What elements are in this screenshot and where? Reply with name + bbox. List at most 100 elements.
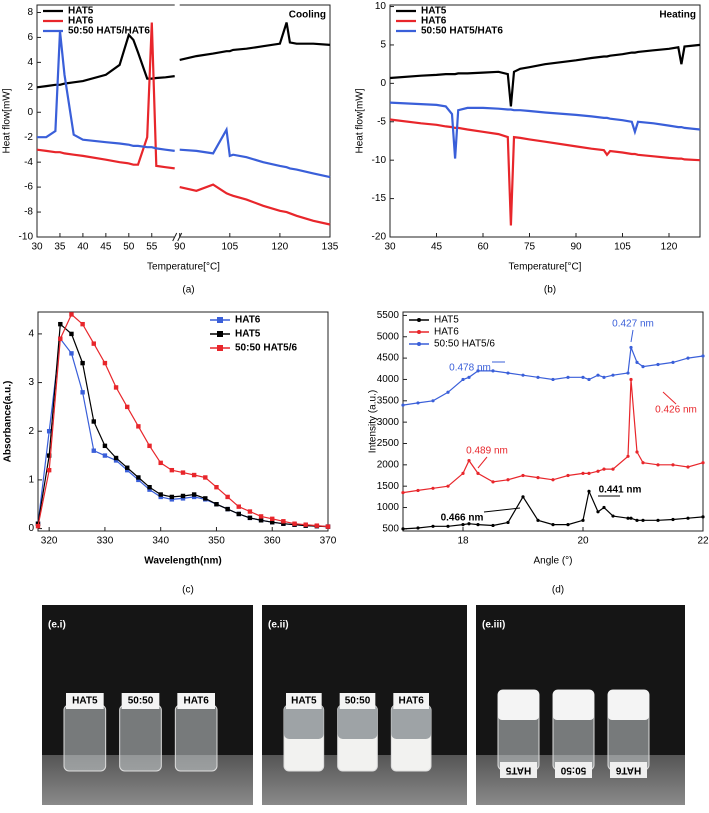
plot-frame	[37, 311, 329, 532]
x-tick-label: 30	[31, 242, 43, 253]
annotation-arrow	[477, 456, 488, 469]
peak-annotation: 0.478 nm	[449, 363, 491, 374]
panel-label: (b)	[544, 285, 556, 296]
series-line	[179, 126, 331, 179]
series-line	[402, 347, 704, 406]
series-line	[402, 379, 704, 494]
y-tick-label: 3000	[377, 417, 400, 428]
legend-marker	[217, 317, 223, 323]
vial	[63, 704, 107, 772]
x-tick-label: 370	[320, 536, 337, 547]
legend-label: HAT6	[235, 315, 261, 326]
y-tick-label: -15	[372, 193, 387, 204]
vial-label: 50:50	[128, 696, 154, 707]
data-marker	[401, 490, 405, 495]
y-tick-label: 1500	[377, 481, 400, 492]
y-tick-label: 4	[28, 329, 34, 340]
legend-label: HAT5	[434, 315, 459, 326]
data-marker	[69, 312, 74, 317]
vial-cap	[610, 762, 647, 778]
data-marker	[281, 519, 286, 524]
x-tick-label: 45	[431, 242, 443, 253]
y-tick-label: 2000	[377, 459, 400, 470]
data-marker	[461, 522, 465, 527]
data-marker	[180, 493, 186, 499]
vial-label: 50:50	[560, 764, 586, 775]
legend-label: HAT5	[421, 6, 447, 17]
panel-annotation: Cooling	[289, 10, 326, 21]
y-axis-label: Intensity (a.u.)	[368, 390, 379, 453]
data-marker	[80, 321, 85, 327]
annotation-arrow	[630, 329, 634, 343]
y-tick-label: 2	[27, 82, 33, 93]
vial-upper	[391, 705, 431, 739]
panel-annotation: Heating	[659, 10, 696, 21]
data-marker	[314, 523, 320, 528]
data-marker	[551, 377, 555, 382]
y-tick-label: -10	[372, 155, 387, 166]
photo-label: (e.i)	[48, 620, 66, 631]
data-marker	[169, 494, 175, 500]
y-axis-label: Absorbance(a.u.)	[3, 381, 14, 463]
data-marker	[236, 511, 241, 517]
data-marker	[671, 463, 675, 467]
data-marker	[596, 373, 600, 377]
data-marker	[236, 504, 241, 509]
data-marker	[446, 390, 450, 394]
data-marker	[476, 471, 480, 475]
data-marker	[431, 486, 435, 490]
data-marker	[467, 458, 471, 463]
y-tick-label: 3500	[377, 395, 400, 406]
x-tick-label: 350	[208, 536, 225, 547]
data-marker	[596, 510, 600, 514]
data-marker	[671, 517, 675, 522]
data-marker	[136, 477, 141, 483]
data-marker	[701, 515, 705, 519]
data-marker	[635, 360, 639, 364]
peak-annotation: 0.426 nm	[655, 405, 697, 416]
vial-cap	[286, 693, 322, 709]
data-marker	[536, 518, 540, 522]
x-tick-label: 50	[123, 242, 135, 253]
data-marker	[491, 523, 495, 528]
data-marker	[401, 403, 405, 407]
data-marker	[125, 404, 130, 410]
legend-marker	[417, 342, 421, 346]
x-tick-label: 55	[146, 242, 158, 253]
x-tick-label: 105	[614, 242, 631, 253]
break-mark	[172, 232, 178, 242]
data-marker	[686, 516, 690, 520]
x-tick-label: 340	[152, 536, 169, 547]
x-tick-label: 105	[221, 242, 238, 253]
series-line	[389, 118, 701, 226]
data-marker	[602, 467, 606, 471]
data-marker	[467, 522, 471, 526]
data-marker	[581, 518, 585, 522]
axis-break	[174, 2, 180, 8]
data-marker	[169, 497, 175, 502]
vial-gel	[553, 690, 594, 720]
x-tick-label: 30	[384, 242, 396, 253]
data-marker	[191, 472, 197, 478]
data-marker	[581, 375, 585, 379]
data-marker	[80, 390, 85, 395]
data-marker	[281, 521, 286, 526]
data-marker	[641, 461, 645, 465]
y-tick-label: -5	[377, 116, 386, 127]
vial-label: HAT6	[183, 696, 209, 707]
legend-label: HAT5	[68, 6, 94, 17]
data-marker	[476, 369, 480, 373]
legend-label: HAT6	[68, 16, 94, 27]
vial-cap	[339, 693, 376, 709]
data-marker	[416, 401, 420, 405]
data-marker	[656, 362, 660, 367]
y-tick-label: 4000	[377, 374, 400, 385]
data-marker	[641, 518, 645, 522]
series-line	[179, 22, 331, 61]
vial-gel	[498, 690, 539, 720]
data-marker	[225, 506, 230, 512]
data-marker	[635, 450, 639, 454]
data-marker	[416, 526, 420, 530]
x-tick-label: 320	[41, 536, 58, 547]
peak-annotation: 0.466 nm	[441, 513, 484, 524]
